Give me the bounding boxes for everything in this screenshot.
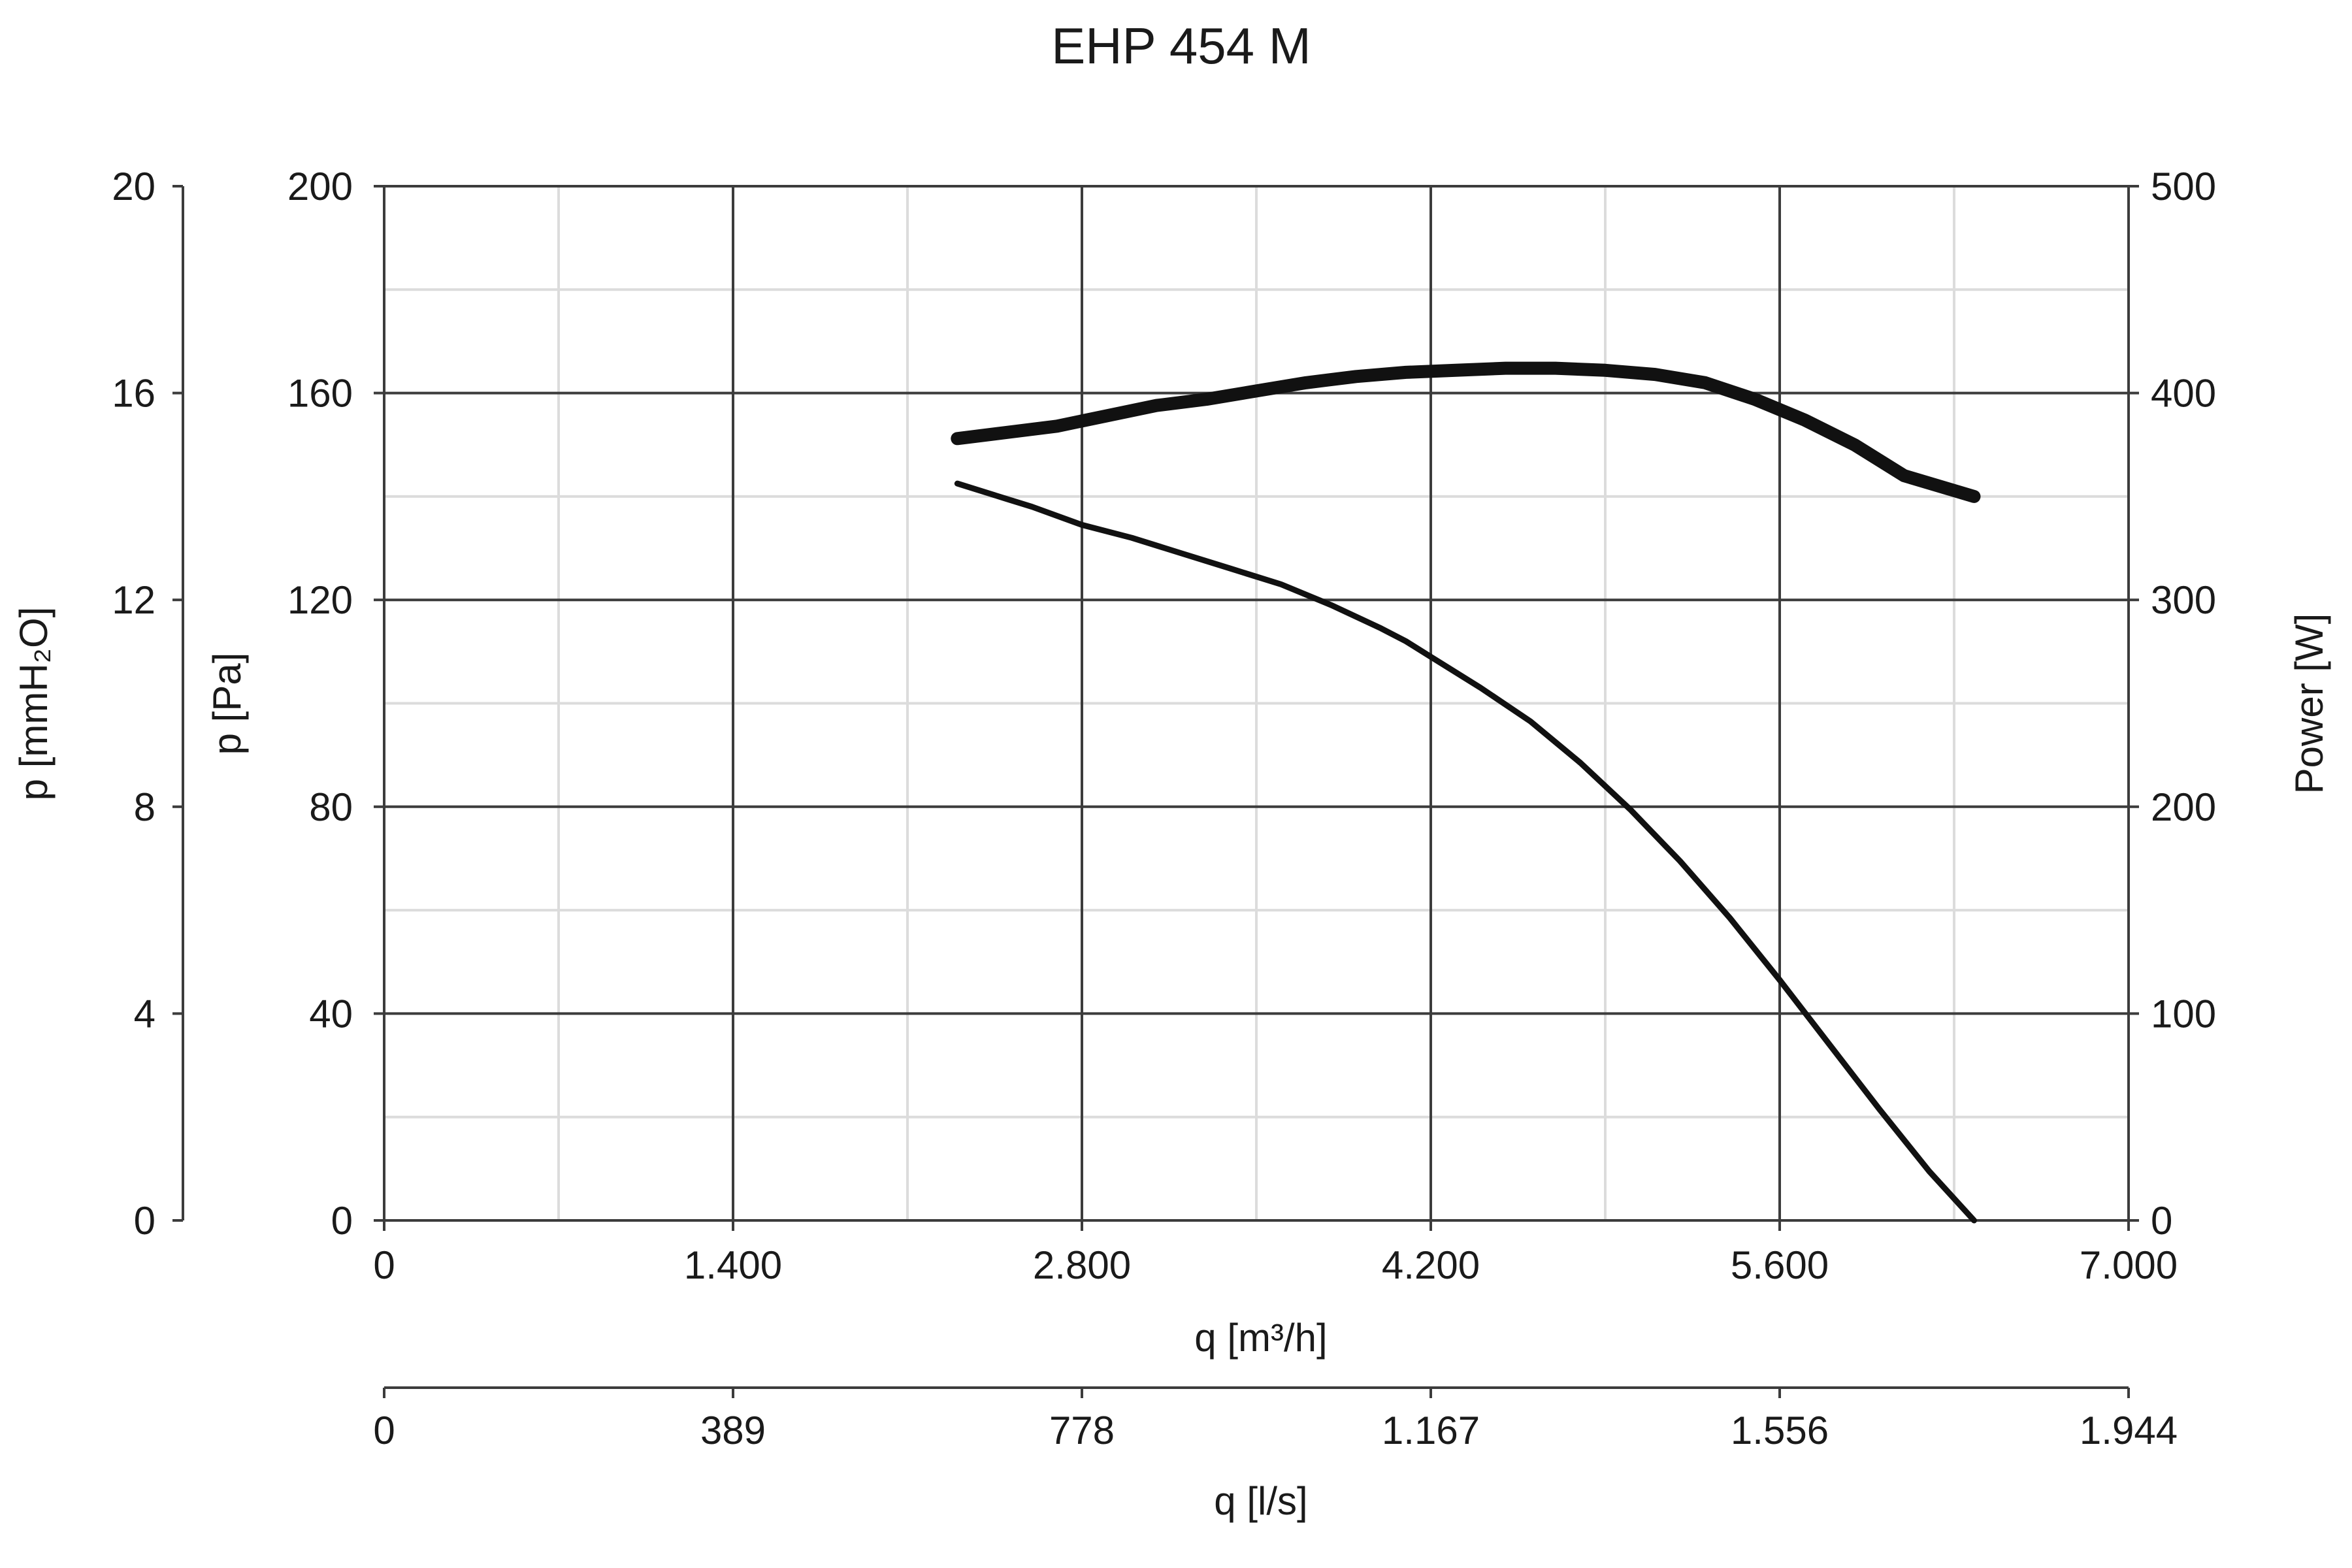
x-tick-label: 5.600 — [1731, 1243, 1829, 1287]
outer-y-tick-label: 0 — [134, 1199, 155, 1243]
x-tick-label: 4.200 — [1382, 1243, 1480, 1287]
y-tick-label: 80 — [309, 785, 353, 829]
outer-y-tick-label: 12 — [112, 578, 155, 622]
x-tick-label: 1.400 — [684, 1243, 782, 1287]
y-axis-label: p [Pa] — [205, 653, 249, 755]
y-tick-label: 0 — [331, 1199, 353, 1243]
y-tick-label: 200 — [287, 165, 353, 208]
right-y-ticks: 0 100 200 300 400 500 — [2129, 165, 2216, 1243]
right-y-tick-label: 100 — [2151, 992, 2216, 1036]
outer-y-tick-label: 20 — [112, 165, 155, 208]
chart-title: EHP 454 M — [1051, 17, 1311, 74]
series-curves — [951, 361, 1981, 1224]
right-y-tick-label: 0 — [2151, 1199, 2172, 1243]
x-tick-label: 0 — [373, 1243, 395, 1287]
x2-tick-label: 1.944 — [2080, 1409, 2178, 1452]
right-y-tick-label: 200 — [2151, 785, 2216, 829]
power-curve — [951, 361, 1981, 503]
right-y-tick-label: 300 — [2151, 578, 2216, 622]
y-tick-label: 160 — [287, 372, 353, 416]
outer-y-tick-label: 4 — [134, 992, 155, 1036]
minor-gridlines — [384, 186, 2129, 1220]
outer-y-axis-label: p [mmH₂O] — [12, 607, 56, 801]
y-tick-label: 40 — [309, 992, 353, 1036]
x-axis-label: q [m³/h] — [1194, 1316, 1327, 1360]
x2-ticks: 0 389 778 1.167 1.556 1.944 — [373, 1388, 2178, 1452]
y-tick-label: 120 — [287, 578, 353, 622]
outer-y-ticks: 0 4 8 12 16 20 — [112, 165, 183, 1243]
pressure-curve — [954, 480, 1977, 1224]
x2-tick-label: 1.556 — [1731, 1409, 1829, 1452]
x2-tick-label: 778 — [1049, 1409, 1115, 1452]
right-y-tick-label: 400 — [2151, 372, 2216, 416]
y-ticks: 0 40 80 120 160 200 — [287, 165, 384, 1243]
outer-y-tick-label: 8 — [134, 785, 155, 829]
x-ticks: 0 1.400 2.800 4.200 5.600 7.000 — [373, 1220, 2178, 1287]
x2-tick-label: 1.167 — [1382, 1409, 1480, 1452]
outer-y-tick-label: 16 — [112, 372, 155, 416]
x-tick-label: 7.000 — [2080, 1243, 2178, 1287]
x-tick-label: 2.800 — [1033, 1243, 1131, 1287]
right-y-tick-label: 500 — [2151, 165, 2216, 208]
right-y-axis-label: Power [W] — [2287, 613, 2331, 794]
x2-tick-label: 0 — [373, 1409, 395, 1452]
x2-axis-label: q [l/s] — [1214, 1479, 1307, 1523]
x2-tick-label: 389 — [700, 1409, 766, 1452]
